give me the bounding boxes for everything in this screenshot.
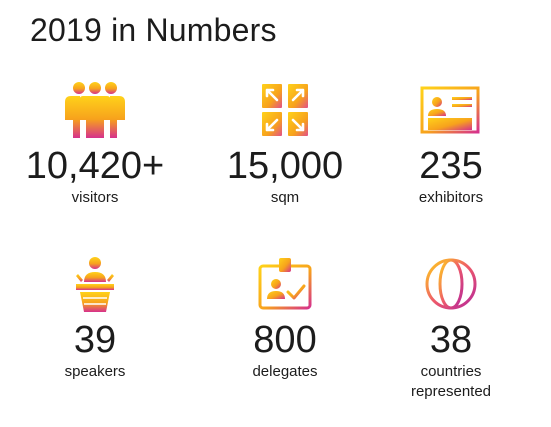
stat-label: delegates [252,363,318,380]
stat-value: 39 [73,319,117,361]
id-badge-check-icon [258,258,312,310]
stat-countries: 38 countries represented [366,254,536,402]
stat-value: 38 [429,319,473,361]
stat-speakers: 39 speakers [10,254,180,382]
page-title: 2019 in Numbers [30,12,277,48]
stat-label: exhibitors [418,189,484,206]
stat-label: sqm [270,189,300,206]
people-group-icon [65,82,125,138]
stat-sqm: 15,000 sqm [200,80,370,208]
stat-exhibitors: 235 exhibitors [366,80,536,208]
stat-value: 15,000 [226,145,344,187]
stat-value: 10,420+ [25,145,165,187]
stat-value: 800 [253,319,317,361]
stat-delegates: 800 delegates [200,254,370,382]
globe-icon [425,258,477,310]
speaker-podium-icon [76,257,114,312]
stat-label: visitors [71,189,119,206]
exhibition-booth-icon [420,86,480,134]
expand-area-icon [262,84,308,136]
stat-value: 235 [419,145,483,187]
stat-label: countries represented [410,363,492,400]
stat-label: speakers [64,363,126,380]
stat-visitors: 10,420+ visitors [10,80,180,208]
